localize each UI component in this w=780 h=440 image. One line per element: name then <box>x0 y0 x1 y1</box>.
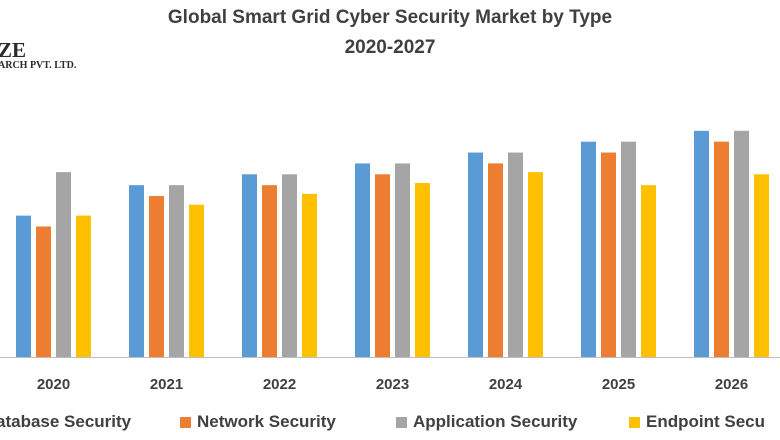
bar-database-security-2024 <box>468 152 483 357</box>
bar-application-security-2025 <box>621 141 636 357</box>
legend-label-endpoint-security: Endpoint Secu <box>646 412 765 431</box>
legend-item-network-security: Network Security <box>180 412 336 432</box>
logo-text-sub: ARCH PVT. LTD. <box>0 60 77 71</box>
legend-label-network-security: Network Security <box>197 412 336 431</box>
legend-item-database-security: atabase Security <box>0 412 131 432</box>
legend-label-database-security: atabase Security <box>0 412 132 431</box>
bar-network-security-2026 <box>714 141 729 357</box>
x-tick-label-2026: 2026 <box>715 376 748 393</box>
legend-item-application-security: Application Security <box>396 412 577 432</box>
bar-network-security-2024 <box>488 163 503 357</box>
bar-network-security-2025 <box>601 152 616 357</box>
x-tick-label-2023: 2023 <box>376 376 409 393</box>
bar-endpoint-security-2021 <box>189 204 204 357</box>
bar-application-security-2021 <box>169 185 184 357</box>
bar-database-security-2021 <box>129 185 144 357</box>
brand-logo: ZE ARCH PVT. LTD. <box>0 38 77 73</box>
bar-network-security-2021 <box>149 196 164 357</box>
legend-item-endpoint-security: Endpoint Secu <box>629 412 765 432</box>
bar-network-security-2020 <box>36 226 51 357</box>
bar-application-security-2026 <box>734 130 749 357</box>
x-tick-label-2022: 2022 <box>263 376 296 393</box>
legend-swatch-endpoint-security <box>629 416 640 428</box>
chart-title-line2: 2020-2027 <box>344 37 436 58</box>
bar-endpoint-security-2020 <box>76 215 91 357</box>
logo-text-main: ZE <box>0 38 27 62</box>
x-tick-label-2020: 2020 <box>37 376 70 393</box>
bar-network-security-2023 <box>375 174 390 357</box>
x-tick-label-2024: 2024 <box>489 376 523 393</box>
bar-database-security-2023 <box>355 163 370 357</box>
bar-application-security-2020 <box>56 172 71 357</box>
legend-swatch-network-security <box>180 416 191 428</box>
bar-endpoint-security-2025 <box>641 185 656 357</box>
bar-application-security-2024 <box>508 152 523 357</box>
chart-title: Global Smart Grid Cyber Security Market … <box>0 3 780 63</box>
bar-chart: 2020 2021 2022 2023 2024 2025 2026 <box>0 130 780 393</box>
x-tick-label-2021: 2021 <box>150 376 183 393</box>
chart-title-line1: Global Smart Grid Cyber Security Market … <box>167 7 613 28</box>
x-tick-label-2025: 2025 <box>602 376 635 393</box>
legend-label-application-security: Application Security <box>413 412 578 431</box>
bar-network-security-2022 <box>262 185 277 357</box>
bar-endpoint-security-2022 <box>302 193 317 357</box>
bar-database-security-2020 <box>16 215 31 357</box>
bar-endpoint-security-2026 <box>754 174 769 357</box>
bar-application-security-2023 <box>395 163 410 357</box>
bar-endpoint-security-2024 <box>528 172 543 357</box>
bar-database-security-2025 <box>581 141 596 357</box>
legend-swatch-application-security <box>396 416 407 428</box>
bar-endpoint-security-2023 <box>415 183 430 357</box>
bar-application-security-2022 <box>282 174 297 357</box>
chart-legend: atabase Security Network Security Applic… <box>0 412 780 436</box>
bar-database-security-2026 <box>694 130 709 357</box>
bar-database-security-2022 <box>242 174 257 357</box>
